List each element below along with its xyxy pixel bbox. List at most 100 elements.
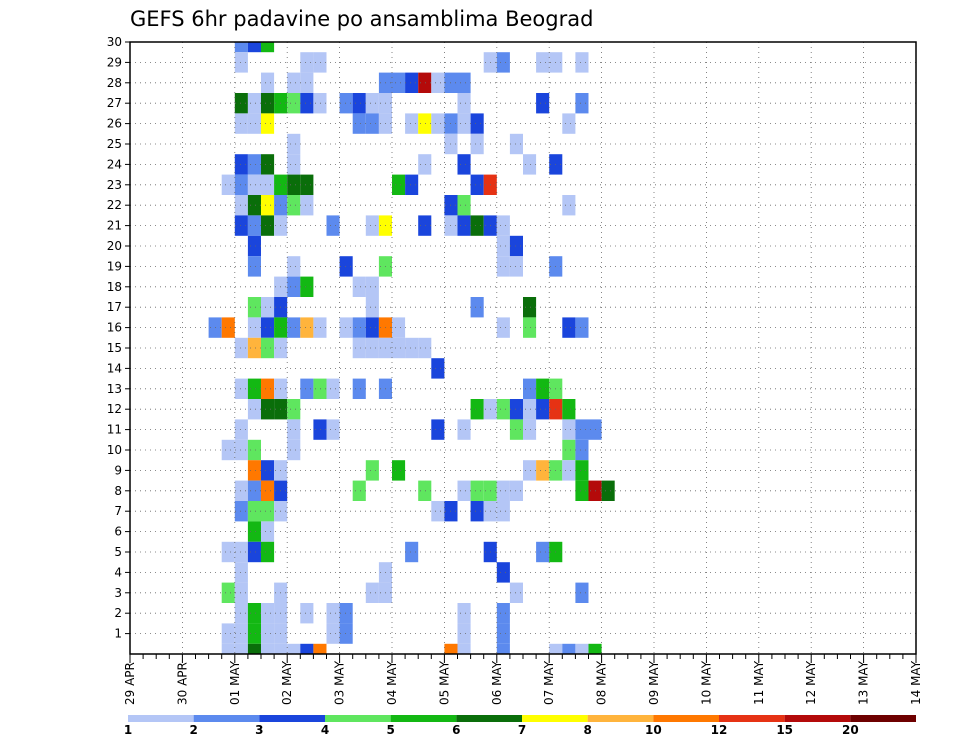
heatmap-cell: [496, 603, 510, 624]
heatmap-cell: [234, 174, 248, 195]
heatmap-cell: [365, 113, 379, 134]
heatmap-cell: [247, 501, 261, 522]
heatmap-cell: [470, 215, 484, 236]
heatmap-cell: [523, 154, 537, 175]
x-tick-label: 04 MAY: [385, 660, 399, 705]
x-tick-label: 02 MAY: [280, 660, 294, 705]
colorbar-segment: [522, 715, 588, 722]
colorbar-segment: [719, 715, 785, 722]
heatmap-cell: [234, 154, 248, 175]
heatmap-cell: [247, 235, 261, 257]
heatmap-cell: [418, 154, 432, 175]
heatmap-cell: [496, 52, 510, 73]
y-tick-label: 6: [114, 525, 122, 539]
heatmap-cell: [300, 378, 314, 399]
y-tick-label: 9: [114, 463, 122, 477]
heatmap-cell: [562, 113, 576, 134]
heatmap-cell: [365, 582, 379, 603]
heatmap-cell: [575, 52, 589, 73]
x-tick-label: 12 MAY: [804, 660, 818, 705]
y-tick-label: 5: [114, 545, 122, 559]
heatmap-cell: [352, 337, 366, 359]
heatmap-cell: [261, 93, 275, 114]
heatmap-cell: [352, 93, 366, 114]
heatmap-cell: [234, 195, 248, 216]
colorbar-segment: [587, 715, 654, 722]
heatmap-cell: [261, 623, 275, 644]
heatmap-cell: [575, 419, 589, 440]
heatmap-cell: [247, 623, 261, 644]
heatmap-cell: [261, 643, 275, 654]
heatmap-cell: [457, 93, 471, 114]
heatmap-cell: [221, 643, 235, 654]
heatmap-cell: [300, 317, 314, 338]
x-tick-label: 05 MAY: [437, 660, 451, 705]
heatmap-cell: [496, 643, 510, 654]
heatmap-cell: [509, 235, 523, 257]
heatmap-cell: [418, 72, 432, 93]
heatmap-cell: [221, 439, 235, 461]
heatmap-cell: [457, 623, 471, 644]
colorbar-label: 5: [386, 723, 394, 737]
heatmap-cell: [287, 317, 301, 338]
y-axis: 1234567891011121314151617181920212223242…: [107, 35, 130, 641]
colorbar-label: 3: [255, 723, 263, 737]
heatmap-cell: [523, 317, 537, 338]
heatmap-cells: [208, 42, 615, 654]
y-tick-label: 7: [114, 504, 122, 518]
heatmap-cell: [234, 562, 248, 583]
heatmap-cell: [575, 439, 589, 461]
x-tick-label: 08 MAY: [595, 660, 609, 705]
heatmap-cell: [234, 113, 248, 134]
heatmap-cell: [313, 378, 327, 399]
heatmap-cell: [496, 480, 510, 501]
x-tick-label: 29 APR: [123, 662, 137, 705]
y-tick-label: 22: [107, 198, 122, 212]
heatmap-cell: [392, 337, 406, 359]
heatmap-cell: [261, 541, 275, 563]
heatmap-cell: [234, 215, 248, 236]
heatmap-cell: [496, 215, 510, 236]
heatmap-cell: [496, 501, 510, 522]
heatmap-cell: [247, 603, 261, 624]
y-tick-label: 11: [107, 423, 122, 437]
heatmap-cell: [444, 643, 458, 654]
y-tick-label: 20: [107, 239, 122, 253]
heatmap-cell: [247, 174, 261, 195]
x-tick-label: 03 MAY: [333, 660, 347, 705]
x-tick-label: 07 MAY: [542, 660, 556, 705]
heatmap-cell: [234, 582, 248, 603]
heatmap-cell: [575, 460, 589, 481]
heatmap-cell: [418, 337, 432, 359]
heatmap-cell: [247, 521, 261, 542]
heatmap-cell: [536, 541, 550, 563]
heatmap-cell: [247, 215, 261, 236]
heatmap-cell: [365, 93, 379, 114]
heatmap-cell: [287, 195, 301, 216]
heatmap-cell: [313, 419, 327, 440]
heatmap-cell: [575, 93, 589, 114]
heatmap-cell: [234, 643, 248, 654]
heatmap-cell: [261, 337, 275, 359]
heatmap-cell: [562, 317, 576, 338]
y-tick-label: 13: [107, 382, 122, 396]
heatmap-cell: [431, 358, 445, 379]
heatmap-cell: [457, 603, 471, 624]
y-tick-label: 16: [107, 321, 122, 335]
heatmap-cell: [405, 72, 419, 93]
colorbar-segment: [850, 715, 916, 722]
x-tick-label: 06 MAY: [490, 660, 504, 705]
heatmap-cell: [247, 195, 261, 216]
chart-title: GEFS 6hr padavine po ansamblima Beograd: [130, 7, 593, 31]
heatmap-cell: [221, 174, 235, 195]
heatmap-cell: [247, 317, 261, 338]
heatmap-cell: [261, 317, 275, 338]
x-tick-label: 14 MAY: [909, 660, 923, 705]
heatmap-cell: [313, 643, 327, 654]
colorbar-label: 6: [452, 723, 460, 737]
heatmap-cell: [247, 378, 261, 399]
heatmap-cell: [326, 419, 340, 440]
heatmap-cell: [405, 541, 419, 563]
heatmap-cell: [287, 133, 301, 155]
heatmap-cell: [300, 276, 314, 297]
